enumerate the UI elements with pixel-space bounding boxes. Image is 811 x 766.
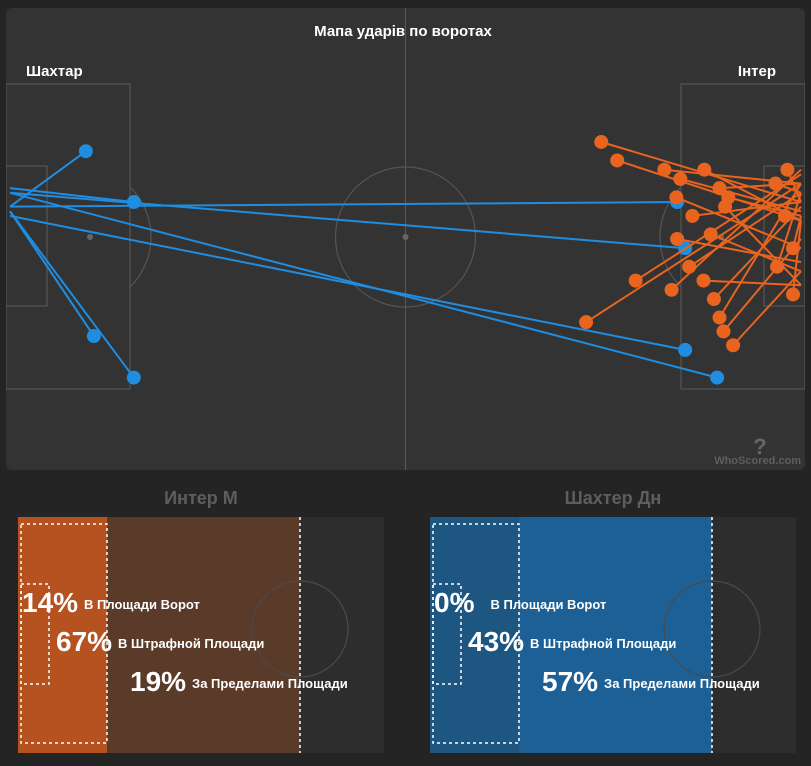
shot-point[interactable]	[778, 208, 793, 223]
shot-line	[9, 201, 678, 208]
shot-point[interactable]	[126, 195, 141, 210]
shot-map-pitch: Мапа ударів по воротах Шахтар Інтер ? Wh…	[6, 8, 805, 470]
penalty-box-pct: 67%	[56, 626, 113, 657]
outside-box-pct: 57%	[542, 666, 599, 697]
shot-point[interactable]	[780, 162, 795, 177]
shot-point[interactable]	[786, 241, 801, 256]
shot-line	[635, 173, 802, 282]
zone-panel-shakhtar: 0% В Площади Ворот 43% В Штрафной Площади …	[430, 517, 796, 753]
watermark-text: WhoScored.com	[714, 455, 801, 467]
shot-line	[680, 177, 802, 213]
right-team-label: Інтер	[738, 63, 776, 80]
shot-point[interactable]	[696, 273, 711, 288]
shot-line	[9, 210, 95, 337]
left-team-label: Шахтар	[26, 63, 83, 80]
whoscored-logo: ? WhoScored.com	[714, 434, 801, 467]
six-yard-stat-inter: 14% В Площади Ворот	[22, 587, 200, 619]
shot-point[interactable]	[664, 282, 679, 297]
penalty-box-stat-shakhtar: 43% В Штрафной Площади	[468, 626, 676, 658]
shot-point[interactable]	[770, 259, 785, 274]
shot-line	[710, 233, 802, 273]
shot-point[interactable]	[78, 144, 93, 159]
six-yard-label: В Площади Ворот	[84, 597, 200, 612]
shot-point[interactable]	[786, 287, 801, 302]
zone-pitch-shakhtar	[430, 517, 761, 753]
outside-box-label: За Пределами Площади	[604, 676, 760, 691]
shot-point[interactable]	[712, 181, 727, 196]
shot-line	[792, 220, 802, 295]
six-yard-stat-shakhtar: 0% В Площади Ворот	[434, 587, 606, 619]
shot-point[interactable]	[697, 162, 712, 177]
six-yard-pct: 14%	[22, 587, 79, 618]
shot-line	[732, 270, 802, 346]
penalty-box-pct: 43%	[468, 626, 525, 657]
shot-line	[675, 196, 802, 250]
shot-lines-series-0	[9, 150, 718, 379]
penalty-box-label: В Штрафной Площади	[530, 636, 677, 651]
shot-point[interactable]	[628, 273, 643, 288]
shot-point[interactable]	[706, 292, 721, 307]
shot-point[interactable]	[579, 315, 594, 330]
left-penalty-spot	[87, 234, 93, 240]
shot-point[interactable]	[712, 310, 727, 325]
penalty-box-stat-inter: 67% В Штрафной Площади	[56, 626, 264, 658]
shot-point[interactable]	[703, 227, 718, 242]
shot-line	[9, 214, 686, 351]
shot-point[interactable]	[768, 176, 783, 191]
shot-line	[719, 182, 802, 190]
shot-point[interactable]	[594, 134, 609, 149]
shots-layer	[9, 134, 802, 385]
zone-pitch-inter	[18, 517, 349, 753]
shot-point[interactable]	[716, 324, 731, 339]
outside-box-stat-shakhtar: 57% За Пределами Площади	[542, 666, 760, 698]
six-yard-label: В Площади Ворот	[490, 597, 607, 612]
shot-line	[9, 210, 135, 379]
shot-line	[9, 150, 87, 208]
shot-point[interactable]	[126, 370, 141, 385]
shot-point[interactable]	[657, 162, 672, 177]
chart-title: Мапа ударів по воротах	[314, 23, 492, 40]
shot-line	[703, 279, 802, 287]
shot-point[interactable]	[685, 208, 700, 223]
shot-point[interactable]	[721, 190, 736, 205]
centre-spot	[402, 234, 409, 240]
shot-points-series-1	[579, 134, 801, 353]
shot-point[interactable]	[678, 342, 693, 357]
penalty-box-label: В Штрафной Площади	[118, 636, 265, 651]
shot-point[interactable]	[710, 370, 725, 385]
shot-line	[9, 191, 686, 250]
shot-line	[776, 192, 802, 268]
shot-point[interactable]	[673, 171, 688, 186]
shot-lines-series-1	[585, 141, 802, 346]
shot-line	[616, 159, 802, 222]
shot-line	[724, 205, 802, 286]
outside-box-pct: 19%	[130, 666, 187, 697]
svg-text:?: ?	[753, 434, 766, 459]
outside-box-stat-inter: 19% За Пределами Площади	[130, 666, 348, 698]
shot-point[interactable]	[682, 259, 697, 274]
outside-box-label: За Пределами Площади	[192, 676, 348, 691]
shot-line	[692, 201, 802, 217]
zone-panel-inter: 14% В Площади Ворот 67% В Штрафной Площади…	[18, 517, 384, 753]
shot-point[interactable]	[610, 153, 625, 168]
shot-point[interactable]	[669, 190, 684, 205]
shot-point[interactable]	[670, 232, 685, 246]
shot-point[interactable]	[86, 329, 101, 344]
shot-point[interactable]	[726, 338, 741, 353]
six-yard-pct: 0%	[434, 587, 475, 618]
zone-team-title-right: Шахтер Дн	[564, 488, 662, 508]
shot-line	[722, 238, 802, 333]
zone-team-title-left: Интер М	[164, 488, 238, 508]
